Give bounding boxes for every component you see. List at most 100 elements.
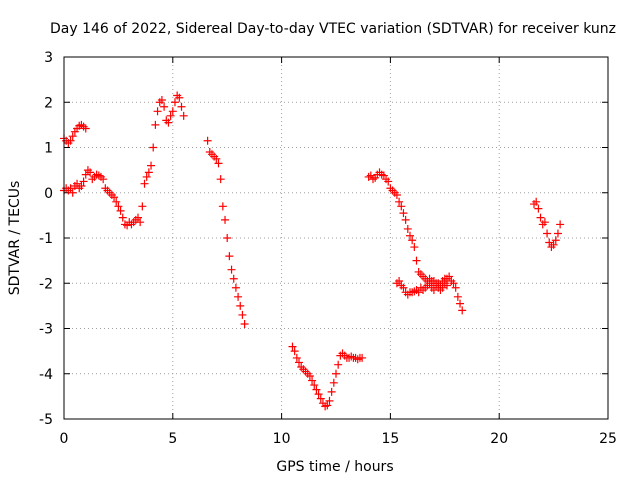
y-tick-label: -3: [39, 322, 53, 338]
data-point: [77, 120, 86, 129]
x-axis-label: GPS time / hours: [276, 459, 393, 475]
data-point: [445, 272, 454, 281]
data-point: [553, 229, 562, 238]
data-point: [316, 394, 325, 403]
data-point: [305, 372, 314, 381]
data-point: [236, 301, 245, 310]
data-points: [60, 91, 565, 411]
data-point: [234, 292, 243, 301]
data-point: [449, 279, 458, 288]
data-point: [66, 184, 75, 193]
data-point: [308, 376, 317, 385]
data-point: [153, 107, 162, 116]
data-point: [112, 197, 121, 206]
data-point: [314, 390, 323, 399]
data-point: [164, 118, 173, 127]
data-point: [540, 218, 549, 227]
data-point: [68, 132, 77, 141]
data-point: [133, 213, 142, 222]
data-point: [384, 177, 393, 186]
data-point: [221, 215, 230, 224]
data-point: [140, 179, 149, 188]
data-point: [442, 281, 451, 290]
data-point: [86, 168, 95, 177]
data-point: [142, 172, 151, 181]
data-point: [81, 170, 90, 179]
data-point: [110, 193, 119, 202]
data-point: [68, 188, 77, 197]
x-tick-label: 15: [381, 431, 399, 447]
data-point: [532, 197, 541, 206]
data-point: [79, 177, 88, 186]
data-point: [225, 252, 234, 261]
data-point: [212, 154, 221, 163]
data-point: [77, 181, 86, 190]
data-point: [403, 224, 412, 233]
data-point: [151, 120, 160, 129]
data-point: [81, 124, 90, 133]
axes: 0 5 10 15 20 25 -5 -4 -3 -2 -1 0 1 2 3: [39, 50, 617, 447]
data-point: [325, 396, 334, 405]
data-point: [549, 240, 558, 249]
data-point: [458, 306, 467, 315]
data-point: [116, 206, 125, 215]
x-tick-label: 20: [490, 431, 508, 447]
y-tick-label: 3: [44, 50, 53, 66]
data-point: [536, 213, 545, 222]
data-point: [166, 111, 175, 120]
data-point: [149, 143, 158, 152]
data-point: [543, 229, 552, 238]
data-point: [456, 299, 465, 308]
y-tick-label: -1: [39, 231, 53, 247]
data-point: [432, 279, 441, 288]
data-point: [392, 191, 401, 200]
data-point: [79, 122, 88, 131]
data-point: [410, 243, 419, 252]
y-tick-label: 1: [44, 141, 53, 157]
data-point: [288, 342, 297, 351]
data-point: [334, 360, 343, 369]
data-point: [438, 283, 447, 292]
data-point: [238, 310, 247, 319]
data-point: [114, 202, 123, 211]
data-point: [94, 171, 103, 180]
data-point: [223, 234, 232, 242]
x-tick-label: 25: [599, 431, 617, 447]
data-point: [327, 387, 336, 396]
data-point: [323, 401, 332, 410]
data-point: [399, 283, 408, 292]
data-point: [168, 107, 177, 116]
y-tick-label: 0: [44, 186, 53, 202]
data-point: [395, 197, 404, 206]
y-tick-label: 2: [44, 95, 53, 111]
data-point: [99, 175, 108, 184]
data-point: [332, 369, 340, 378]
data-point: [310, 381, 319, 390]
data-point: [545, 238, 554, 247]
data-point: [147, 161, 156, 170]
data-point: [534, 204, 543, 213]
data-point: [136, 218, 145, 227]
data-point: [179, 111, 188, 120]
data-point: [551, 236, 560, 245]
x-tick-label: 0: [60, 431, 69, 447]
data-point: [177, 102, 186, 111]
data-point: [295, 358, 304, 367]
y-axis-label: SDTVAR / TECUs: [7, 181, 23, 296]
data-point: [292, 353, 301, 362]
data-point: [231, 283, 240, 292]
y-tick-label: -2: [39, 276, 53, 292]
chart-title: Day 146 of 2022, Sidereal Day-to-day VTE…: [50, 21, 616, 37]
data-point: [408, 236, 417, 245]
data-point: [358, 353, 367, 362]
data-point: [451, 283, 460, 292]
data-point: [399, 209, 408, 218]
data-point: [170, 98, 179, 107]
data-point: [395, 276, 404, 285]
y-tick-label: -4: [39, 367, 53, 383]
data-point: [412, 256, 421, 265]
data-point: [397, 202, 406, 211]
data-point: [414, 288, 423, 297]
x-tick-label: 10: [273, 431, 291, 447]
